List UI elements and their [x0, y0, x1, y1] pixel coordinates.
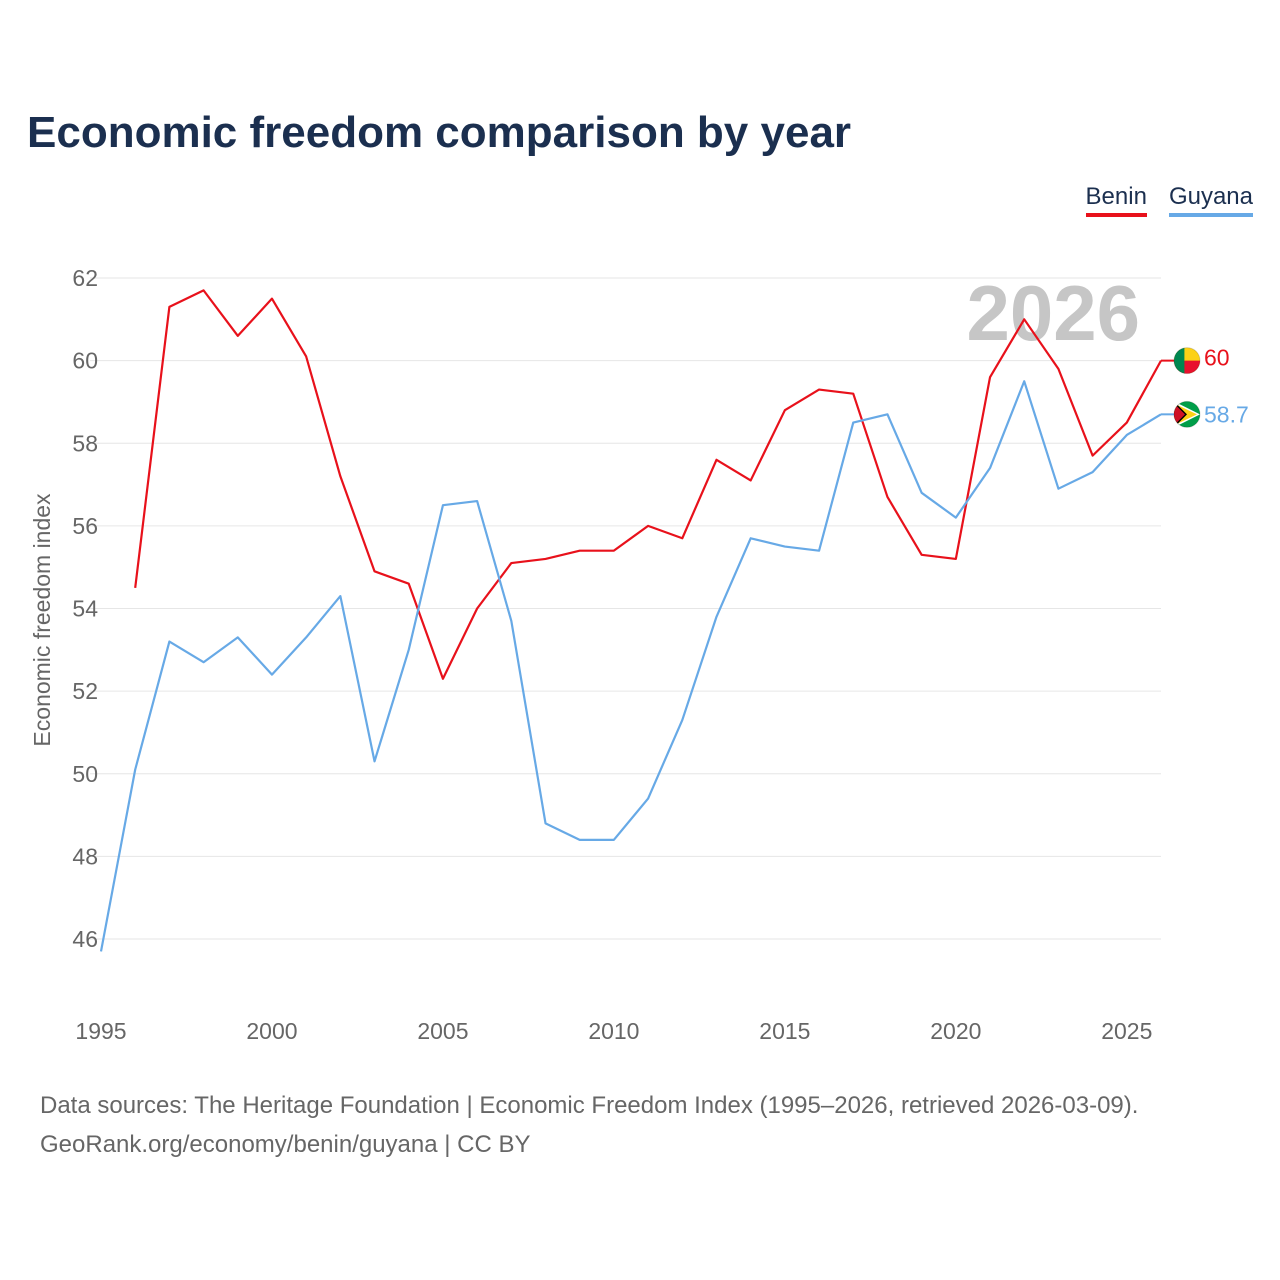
x-tick-label: 2005: [417, 1018, 468, 1044]
y-tick-label: 60: [72, 348, 98, 374]
y-tick-label: 46: [72, 926, 98, 952]
benin-flag-icon: [1173, 347, 1201, 375]
y-tick-label: 62: [72, 265, 98, 291]
series-line-benin[interactable]: [134, 289, 1162, 680]
gridlines: [90, 277, 1161, 940]
chart-title: Economic freedom comparison by year: [27, 108, 852, 157]
x-tick-label: 1995: [75, 1018, 126, 1044]
x-axis-ticks: 1995 2000 2005 2010 2015 2020 2025: [75, 1018, 1152, 1044]
y-tick-label: 52: [72, 678, 98, 704]
end-label-guyana: 58.7: [1204, 401, 1249, 427]
y-axis-label: Economic freedom index: [29, 493, 55, 747]
y-tick-label: 48: [72, 843, 98, 869]
x-tick-label: 2000: [246, 1018, 297, 1044]
source-note: Data sources: The Heritage Foundation | …: [40, 1086, 1138, 1164]
y-tick-label: 58: [72, 430, 98, 456]
guyana-flag-icon: [1173, 400, 1201, 428]
series-lines: [99, 289, 1162, 952]
legend-guyana[interactable]: Guyana: [1168, 183, 1253, 217]
x-tick-label: 2020: [930, 1018, 981, 1044]
series-end-labels: 60 58.7: [1161, 345, 1249, 428]
y-tick-label: 56: [72, 513, 98, 539]
year-watermark: 2026: [966, 269, 1140, 357]
x-tick-label: 2010: [588, 1018, 639, 1044]
x-tick-label: 2025: [1101, 1018, 1152, 1044]
y-tick-label: 54: [72, 596, 98, 622]
legend-benin[interactable]: Benin: [1085, 183, 1147, 217]
line-chart: 2026 46 48 50 52 54 56 58 60 62 1995 2000 2005 2010…: [29, 265, 1249, 1044]
source-line-1: Data sources: The Heritage Foundation | …: [40, 1092, 1139, 1119]
series-line-guyana[interactable]: [99, 380, 1162, 952]
y-tick-label: 50: [72, 761, 98, 787]
legend: Benin Guyana: [1085, 183, 1253, 217]
end-label-benin: 60: [1204, 345, 1230, 371]
y-axis-ticks: 46 48 50 52 54 56 58 60 62: [72, 265, 98, 952]
x-tick-label: 2015: [759, 1018, 810, 1044]
source-line-2: GeoRank.org/economy/benin/guyana | CC BY: [40, 1131, 531, 1158]
